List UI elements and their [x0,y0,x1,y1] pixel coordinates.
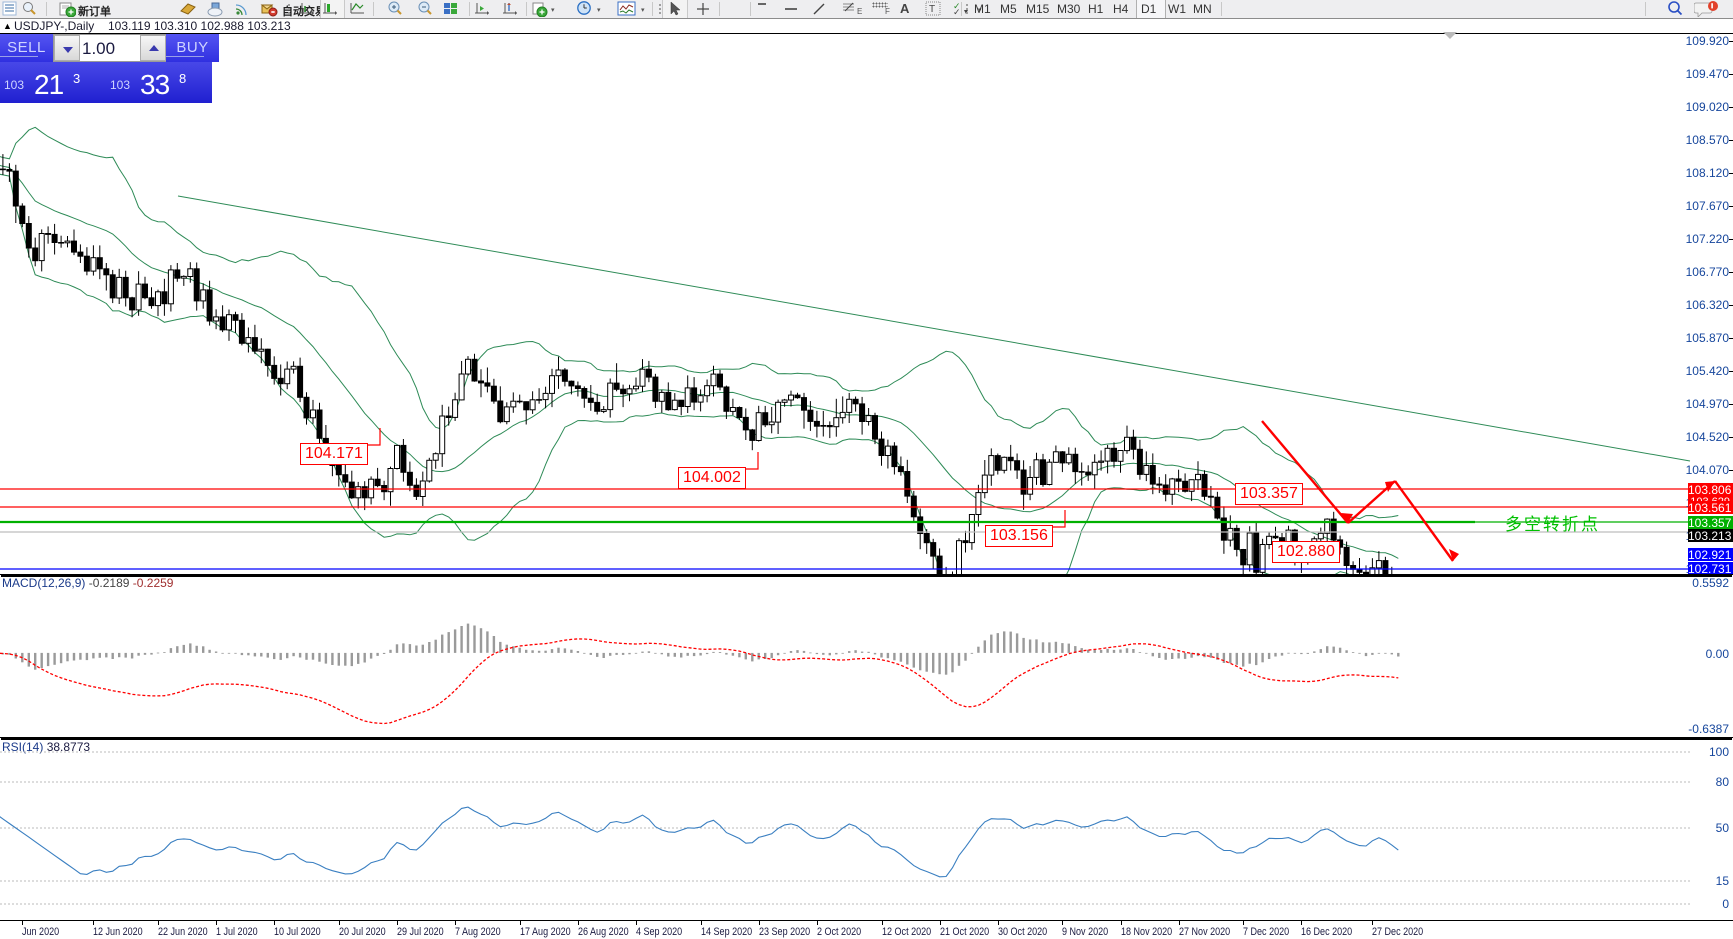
svg-text:✓: ✓ [953,7,961,17]
svg-text:T: T [929,4,935,15]
